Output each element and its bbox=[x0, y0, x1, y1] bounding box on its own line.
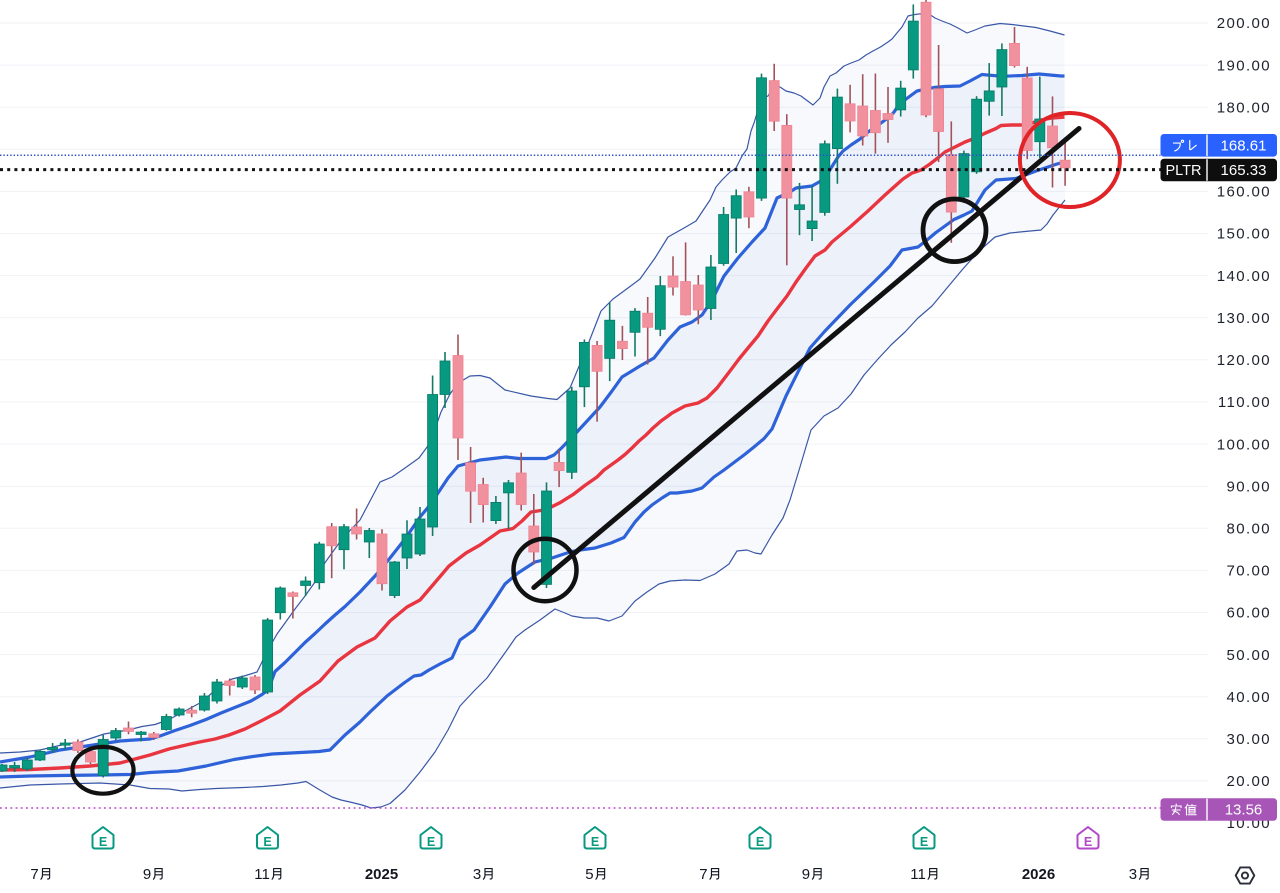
svg-text:3: 3 bbox=[473, 866, 481, 883]
svg-text:190.00: 190.00 bbox=[1217, 57, 1271, 74]
svg-text:140.00: 140.00 bbox=[1217, 268, 1271, 285]
svg-text:70.00: 70.00 bbox=[1226, 563, 1271, 580]
svg-text:180.00: 180.00 bbox=[1217, 99, 1271, 116]
svg-text:7: 7 bbox=[699, 866, 707, 883]
svg-text:110.00: 110.00 bbox=[1218, 394, 1271, 411]
svg-text:E: E bbox=[920, 835, 928, 849]
svg-text:2025: 2025 bbox=[365, 866, 398, 883]
svg-text:2026: 2026 bbox=[1022, 866, 1055, 883]
svg-text:40.00: 40.00 bbox=[1226, 689, 1271, 706]
svg-text:120.00: 120.00 bbox=[1217, 352, 1271, 369]
svg-text:9: 9 bbox=[143, 866, 151, 883]
svg-text:160.00: 160.00 bbox=[1217, 184, 1271, 201]
svg-text:E: E bbox=[263, 835, 271, 849]
svg-text:E: E bbox=[99, 835, 107, 849]
svg-text:60.00: 60.00 bbox=[1226, 605, 1271, 622]
svg-text:80.00: 80.00 bbox=[1226, 521, 1271, 538]
svg-text:50.00: 50.00 bbox=[1226, 647, 1271, 664]
svg-text:150.00: 150.00 bbox=[1217, 226, 1271, 243]
svg-text:168.61: 168.61 bbox=[1221, 138, 1267, 155]
svg-text:90.00: 90.00 bbox=[1226, 478, 1271, 495]
svg-text:13.56: 13.56 bbox=[1225, 802, 1263, 819]
svg-text:3: 3 bbox=[1129, 866, 1137, 883]
svg-text:5: 5 bbox=[585, 866, 593, 883]
svg-text:130.00: 130.00 bbox=[1217, 310, 1271, 327]
svg-text:E: E bbox=[1084, 835, 1092, 849]
svg-text:11: 11 bbox=[254, 866, 270, 883]
svg-text:9: 9 bbox=[802, 866, 810, 883]
svg-text:E: E bbox=[756, 835, 764, 849]
svg-text:200.00: 200.00 bbox=[1217, 15, 1271, 32]
svg-text:20.00: 20.00 bbox=[1226, 773, 1271, 790]
svg-text:E: E bbox=[591, 835, 599, 849]
svg-text:100.00: 100.00 bbox=[1217, 436, 1271, 453]
svg-text:165.33: 165.33 bbox=[1221, 162, 1267, 179]
svg-text:PLTR: PLTR bbox=[1166, 163, 1202, 179]
svg-text:30.00: 30.00 bbox=[1226, 731, 1271, 748]
svg-text:E: E bbox=[427, 835, 435, 849]
svg-text:11: 11 bbox=[910, 866, 926, 883]
svg-text:7: 7 bbox=[30, 866, 38, 883]
